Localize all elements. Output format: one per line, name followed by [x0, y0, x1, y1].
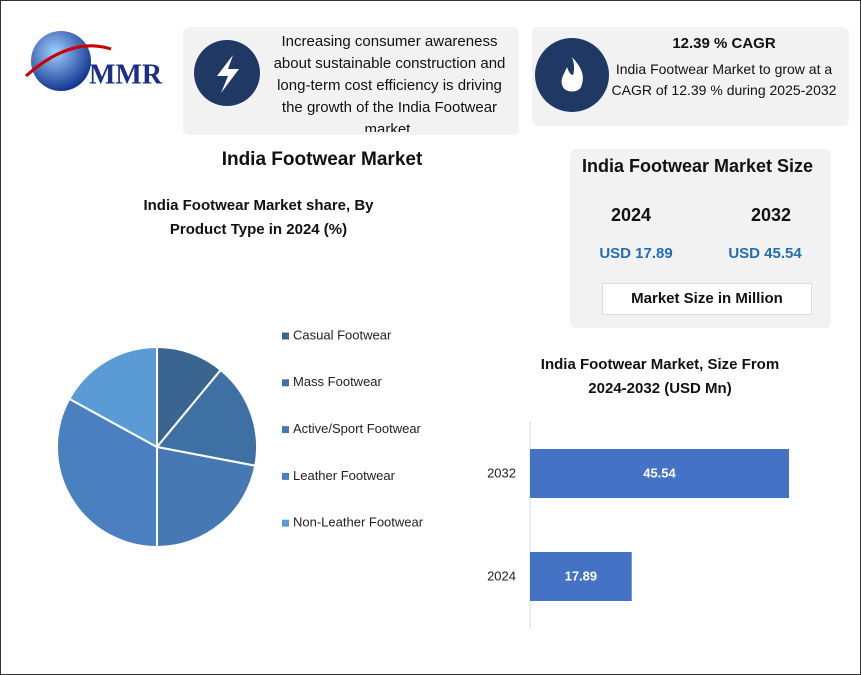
size-value: USD 45.54 — [728, 245, 802, 262]
size-note: Market Size in Million — [602, 283, 812, 315]
bar-value-label: 17.89 — [565, 568, 598, 583]
bolt-icon — [194, 40, 260, 106]
size-title: India Footwear Market Size — [581, 156, 814, 176]
logo-text: MMR — [89, 59, 163, 90]
legend-swatch — [282, 332, 289, 340]
legend-swatch — [282, 426, 289, 434]
pie-title: India Footwear Market share, By Product … — [143, 197, 374, 238]
pie-slice — [68, 345, 158, 449]
cagr-title: 12.39 % CAGR — [672, 35, 776, 52]
bar — [530, 449, 789, 498]
legend-swatch — [282, 472, 289, 480]
banner-left-text: Increasing consumer awareness about sust… — [273, 33, 506, 132]
legend-label: Leather Footwear — [293, 468, 396, 483]
bar-value-label: 45.54 — [643, 465, 676, 480]
legend-swatch — [282, 519, 289, 527]
legend-swatch — [282, 379, 289, 387]
main-title: India Footwear Market — [221, 149, 423, 170]
flame-icon — [535, 38, 609, 112]
size-value: USD 17.89 — [599, 245, 673, 262]
bar — [530, 552, 632, 601]
logo: MMR — [25, 31, 163, 91]
size-year: 2024 — [610, 205, 652, 225]
cagr-text: India Footwear Market to grow at a CAGR … — [611, 61, 837, 98]
legend-label: Active/Sport Footwear — [293, 421, 422, 436]
size-year: 2032 — [750, 205, 792, 225]
y-tick-label: 2032 — [487, 465, 516, 480]
y-tick-label: 2024 — [487, 568, 516, 583]
pie-slice — [156, 345, 223, 450]
legend-label: Mass Footwear — [293, 374, 383, 389]
pie-slice — [56, 397, 158, 549]
legend-label: Casual Footwear — [293, 327, 392, 342]
pie-slice — [155, 368, 258, 467]
pie-slice — [156, 445, 257, 549]
bar-title: India Footwear Market, Size From 2024-20… — [540, 356, 780, 397]
legend-label: Non-Leather Footwear — [293, 515, 424, 530]
